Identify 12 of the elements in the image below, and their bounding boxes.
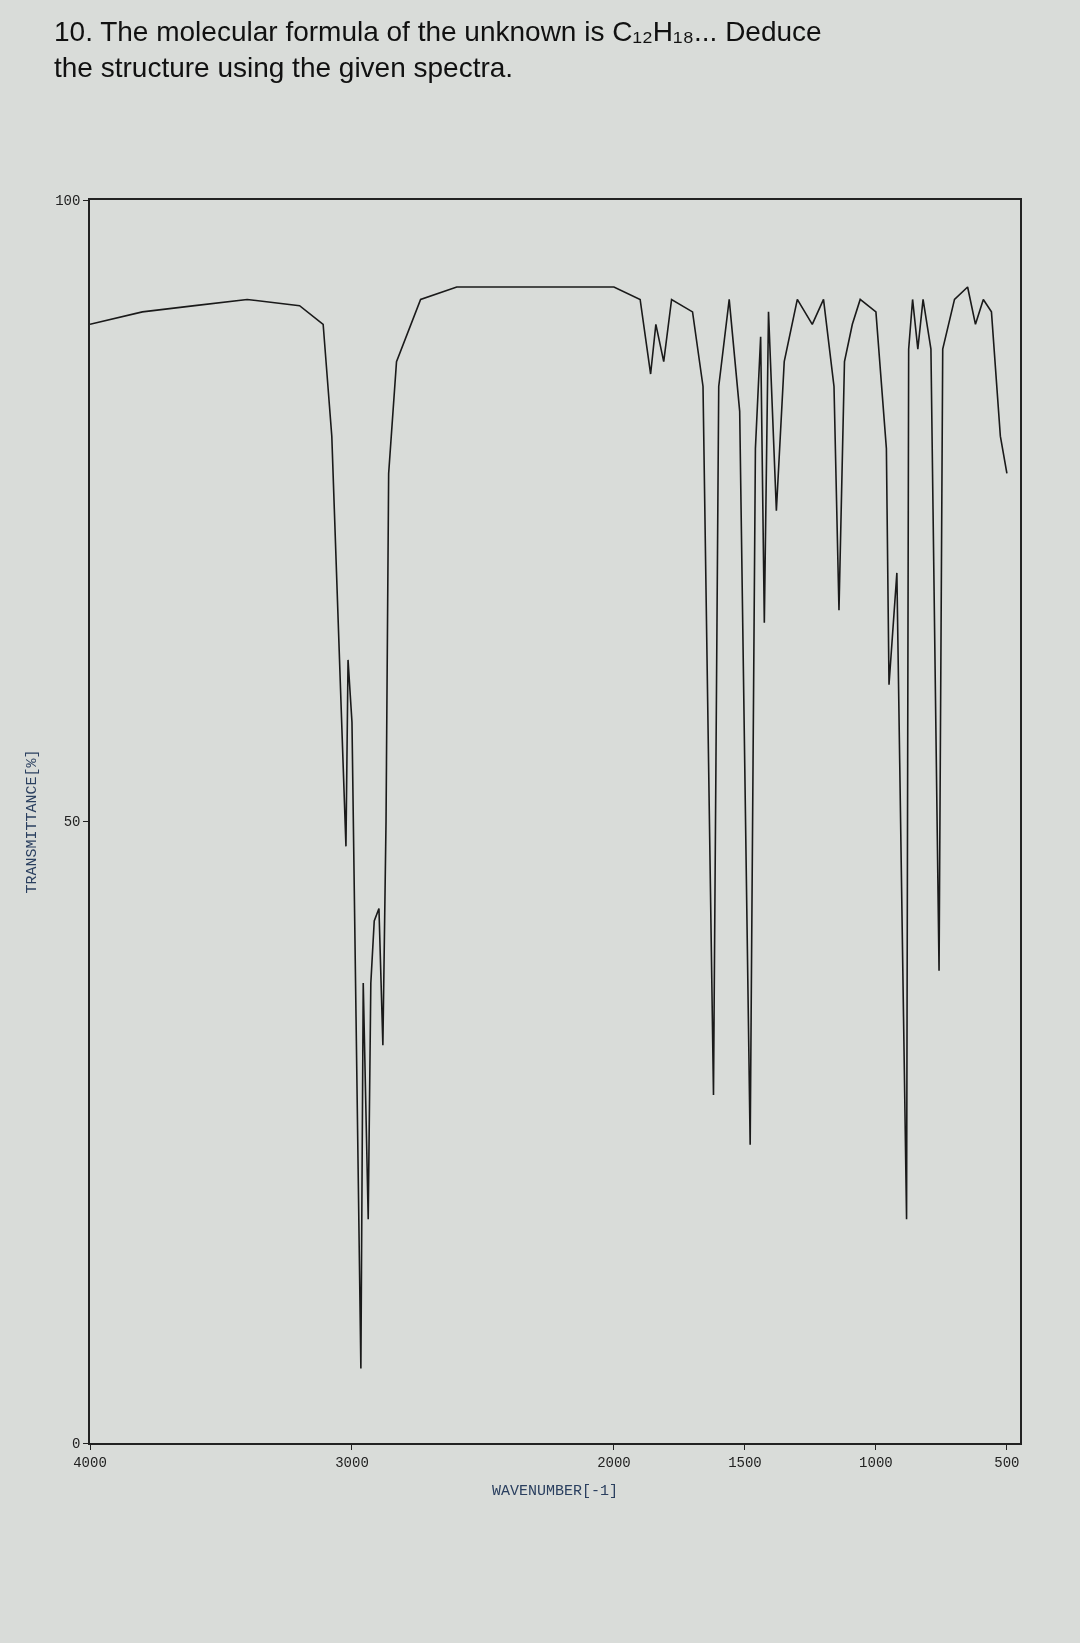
chart-title: 10. The molecular formula of the unknown is C₁₂H₁₈... Deduce the structure using the given spectra. bbox=[54, 16, 822, 84]
x-tick-label: 500 bbox=[994, 1454, 1020, 1471]
x-tick-label: 2000 bbox=[597, 1454, 631, 1471]
x-tick-label: 3000 bbox=[335, 1454, 369, 1471]
y-axis-title: TRANSMITTANCE[%] bbox=[23, 749, 41, 894]
x-tick-label: 1500 bbox=[728, 1454, 762, 1471]
x-axis-title: WAVENUMBER[-1] bbox=[491, 1483, 619, 1501]
y-tick-label: 100 bbox=[55, 192, 81, 209]
x-tick-label: 1000 bbox=[859, 1454, 893, 1471]
y-tick-label: 50 bbox=[63, 814, 81, 831]
y-tick-label: 0 bbox=[72, 1435, 81, 1452]
x-tick-label: 4000 bbox=[73, 1454, 107, 1471]
